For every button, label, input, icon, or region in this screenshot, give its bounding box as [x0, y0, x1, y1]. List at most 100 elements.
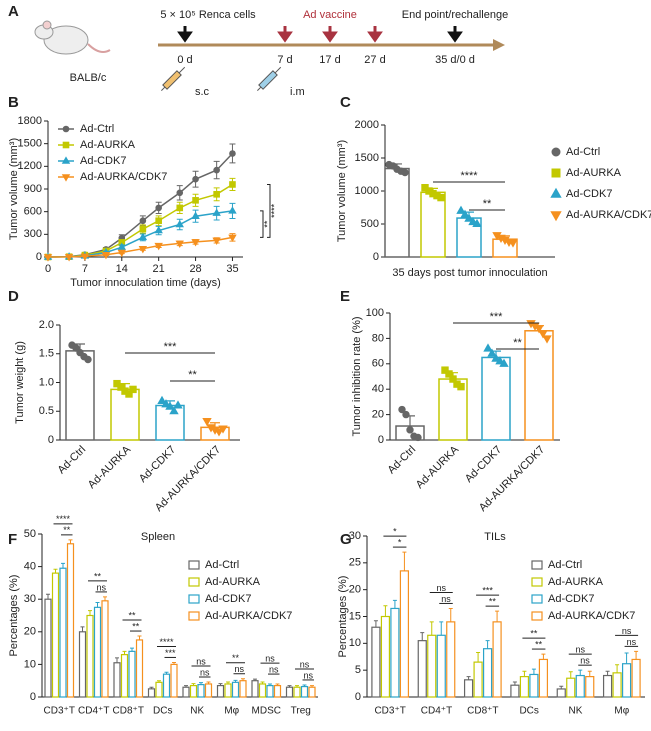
panel-label: C	[340, 94, 351, 111]
error-bar	[302, 684, 307, 687]
bar	[44, 598, 52, 698]
point	[175, 240, 184, 249]
y-tick-label: 1500	[18, 138, 42, 150]
x-tick-label: CD3⁺T	[374, 706, 405, 717]
x-tick-label: CD4⁺T	[78, 706, 109, 717]
significance-label: ns	[265, 653, 275, 663]
bar	[197, 684, 205, 698]
x-tick-label: CD8⁺T	[467, 706, 498, 717]
point	[202, 417, 212, 427]
significance-label: **	[262, 220, 272, 228]
point	[228, 206, 237, 214]
point	[165, 401, 175, 410]
x-tick-label: NK	[190, 706, 204, 717]
bar	[147, 688, 156, 698]
bar	[224, 683, 232, 698]
y-tick-label: 0	[355, 691, 361, 703]
point	[464, 213, 474, 222]
point	[538, 330, 548, 339]
point	[460, 209, 470, 218]
point	[154, 242, 163, 251]
panel-label: G	[340, 531, 352, 548]
y-tick-label: 15	[349, 610, 361, 622]
bar	[239, 680, 247, 698]
x-tick-label: 21	[153, 263, 165, 275]
error-bar	[241, 678, 245, 681]
error-bar	[61, 562, 65, 569]
significance-label: ****	[460, 170, 478, 182]
error-bar	[392, 599, 397, 609]
bar	[113, 662, 121, 698]
x-tick-label: Ad-Ctrl	[385, 444, 418, 477]
bar	[612, 672, 622, 698]
x-tick-label: Ad-CDK7	[463, 444, 504, 485]
error-bar	[206, 681, 211, 684]
legend-swatch	[531, 611, 543, 621]
mouse-body	[43, 25, 89, 55]
legend-marker	[551, 147, 561, 157]
point	[176, 189, 184, 197]
y-tick-label: 30	[349, 530, 361, 542]
error-bar	[295, 685, 299, 688]
error-bar	[46, 593, 50, 600]
bar	[417, 640, 427, 698]
significance-label: ns	[234, 664, 244, 674]
mouse-ear	[42, 20, 52, 30]
bar	[78, 631, 87, 698]
y-tick-label: 0	[378, 434, 384, 446]
y-tick-label: 0	[36, 251, 42, 263]
bar	[216, 684, 225, 698]
y-tick-label: 2.0	[39, 319, 54, 331]
y-tick-label: 80	[372, 332, 384, 344]
error-bar	[268, 683, 272, 686]
bar	[293, 686, 301, 698]
point	[449, 375, 457, 383]
point	[169, 406, 179, 415]
x-tick-label: 7	[82, 263, 88, 275]
bar	[427, 634, 437, 698]
point	[213, 190, 220, 198]
y-tick-label: 60	[372, 358, 384, 370]
point	[214, 428, 224, 437]
point	[192, 175, 199, 183]
point	[534, 325, 544, 334]
bar	[155, 404, 185, 441]
panel-label: B	[8, 94, 19, 111]
point	[499, 358, 509, 367]
point	[117, 242, 127, 250]
bar	[510, 684, 520, 698]
bar	[65, 350, 95, 441]
bar	[566, 677, 576, 698]
error-bar	[130, 647, 134, 652]
legend-label: Ad-AURKA/CDK7	[566, 209, 651, 221]
bar	[135, 639, 144, 698]
error-bar	[137, 635, 142, 640]
y-tick-label: 900	[24, 183, 42, 195]
point	[125, 390, 133, 398]
bar	[436, 634, 446, 698]
x-tick-label: CD3⁺T	[44, 706, 75, 717]
error-bar	[226, 681, 230, 684]
bar	[529, 673, 539, 698]
error-bar	[568, 671, 573, 679]
point	[175, 219, 184, 228]
error-bar	[80, 626, 85, 632]
y-axis-label: Percentages (%)	[8, 575, 20, 657]
arrow	[447, 26, 463, 43]
x-tick-label: Treg	[291, 706, 311, 717]
legend-label: Ad-AURKA/CDK7	[205, 610, 292, 622]
bar	[155, 681, 163, 698]
significance-label: ns	[96, 582, 106, 592]
error-bar	[559, 685, 564, 689]
bar	[473, 661, 483, 698]
significance-label: **	[128, 610, 136, 620]
bar	[128, 650, 136, 698]
legend-label: Ad-Ctrl	[566, 146, 600, 158]
legend-label: Ad-AURKA	[205, 576, 261, 588]
bar	[300, 685, 309, 698]
legend-swatch	[188, 594, 200, 604]
legend-swatch	[531, 577, 543, 587]
x-tick-label: Ad-CDK7	[137, 444, 178, 485]
y-tick-label: 20	[349, 584, 361, 596]
y-tick-label: 0	[48, 434, 54, 446]
